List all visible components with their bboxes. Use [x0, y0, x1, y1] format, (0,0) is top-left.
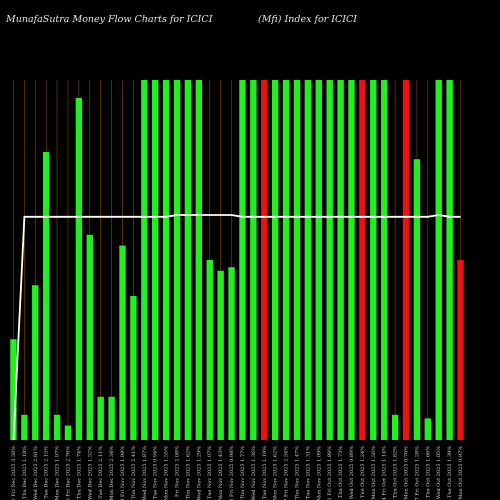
bar-up [435, 80, 442, 440]
x-tick-label: 03 Wed Dec 2025 1.52% [87, 446, 93, 500]
x-tick-label: 02 Tue Dec 2025 2.11% [98, 446, 104, 500]
bar-up [206, 260, 213, 440]
x-tick-label: 08 Mon Dec 2025 1.97% [55, 446, 61, 500]
x-tick-label: 03 Mon Nov 2025 1.09% [316, 446, 322, 500]
x-tick-label: 25 Tue Nov 2025 0.94% [153, 446, 159, 500]
x-tick-label: 10 Wed Dec 2025 2.81% [33, 446, 39, 500]
x-tick-label: 13 Thu Nov 2025 1.77% [240, 446, 246, 500]
x-tick-label: 14 Tue Oct 2025 1.39% [447, 446, 453, 500]
x-tick-label: 27 Thu Nov 2025 2.41% [131, 446, 137, 500]
x-tick-label: 24 Fri Oct 2025 1.14% [382, 446, 388, 500]
bar-up [53, 414, 61, 440]
x-tick-label: 14 Fri Nov 2025 0.98% [229, 446, 235, 500]
x-tick-label: 12 Wed Nov 2025 1.36% [251, 446, 257, 500]
bar-up [108, 396, 115, 440]
x-tick-label: 11 Thu Dec 2025 1.18% [22, 446, 28, 500]
x-tick-label: 15 Wed Oct 2025 1.05% [436, 446, 442, 500]
x-tick-label: 16 Thu Oct 2025 1.66% [425, 446, 431, 500]
bar-up [141, 80, 148, 440]
bar-up [315, 80, 322, 440]
x-tick-label: 26 Wed Nov 2025 1.87% [142, 446, 148, 500]
x-tick-label: 06 Thu Nov 2025 1.47% [294, 446, 300, 500]
x-tick-label: 20 Mon Oct 2025 0.76% [404, 446, 410, 500]
x-tick-label: 29 Wed Oct 2025 0.89% [349, 446, 355, 500]
bar-up [32, 285, 39, 440]
bar-up [239, 80, 246, 440]
bar-up [21, 414, 28, 440]
x-tick-label: 10 Mon Nov 2025 1.62% [273, 446, 279, 500]
x-tick-label: 19 Wed Nov 2025 1.29% [196, 446, 202, 500]
x-tick-label: 17 Fri Oct 2025 1.28% [414, 446, 420, 500]
bar-up [75, 98, 83, 440]
x-tick-label: 13 Mon Oct 2025 0.97% [458, 446, 464, 500]
bar-up [130, 296, 137, 440]
bar-up [86, 234, 93, 440]
x-tick-label: 28 Fri Nov 2025 1.98% [120, 446, 126, 500]
bar-down [359, 80, 366, 440]
bar-up [228, 267, 235, 440]
x-tick-label: 04 Tue Nov 2025 1.31% [305, 446, 311, 500]
bar-up [293, 80, 301, 440]
x-tick-label: 07 Fri Nov 2025 2.54% [284, 446, 290, 500]
bar-up [119, 245, 126, 440]
x-tick-label: 18 Tue Nov 2025 1.07% [207, 446, 213, 500]
chart-title: MunafaSutra Money Flow Charts for ICICI [5, 14, 213, 25]
bar-up [195, 80, 203, 440]
bar-series [10, 80, 464, 440]
x-tick-label: 01 Mon Dec 2025 2.34% [109, 446, 115, 500]
x-tick-label: 12 Fri Dec 2025 3.38% [11, 446, 17, 500]
mfi-line-series [12, 214, 461, 441]
bar-up [97, 396, 104, 440]
x-tick-label: 09 Tue Dec 2025 2.15% [44, 446, 50, 500]
bar-up [152, 80, 159, 440]
bar-up [217, 270, 224, 440]
x-tick-label: 05 Fri Dec 2025 2.76% [65, 446, 71, 500]
bar-up [370, 80, 377, 440]
mfi-line [12, 214, 461, 441]
x-tick-label: 31 Fri Oct 2025 1.88% [327, 446, 333, 500]
bar-up [304, 80, 312, 440]
bar-up [282, 80, 290, 440]
bar-up [424, 418, 432, 440]
bar-down [402, 80, 410, 440]
bar-up [10, 339, 17, 440]
x-tick-label: 04 Thu Dec 2025 1.74% [76, 446, 82, 500]
bar-down [261, 80, 268, 440]
x-tick-label: 24 Mon Nov 2025 1.55% [164, 446, 170, 500]
bar-up [250, 80, 257, 440]
x-tick-label: 30 Thu Oct 2025 1.73% [338, 446, 344, 500]
bar-up [64, 425, 72, 440]
bar-down [457, 260, 464, 440]
bar-up [381, 80, 388, 440]
x-tick-label: 11 Tue Nov 2025 1.19% [262, 446, 268, 500]
x-tick-label: 21 Fri Nov 2025 2.08% [175, 446, 181, 500]
bar-up [446, 80, 453, 440]
x-tick-label: 28 Tue Oct 2025 1.24% [360, 446, 366, 500]
x-tick-label: 20 Thu Nov 2025 1.62% [185, 446, 191, 500]
bar-up [162, 80, 170, 440]
bar-up [326, 80, 333, 440]
bar-up [42, 152, 50, 440]
x-tick-label: 27 Mon Oct 2025 1.56% [371, 446, 377, 500]
bar-up [413, 159, 421, 440]
x-tick-label: 17 Mon Nov 2025 1.43% [218, 446, 224, 500]
bar-up [173, 80, 181, 440]
x-tick-label: 23 Thu Oct 2025 1.82% [393, 446, 399, 500]
bar-up [391, 414, 399, 440]
bar-up [271, 80, 279, 440]
bar-up [184, 80, 192, 440]
bar-up [337, 80, 344, 440]
bar-up [348, 80, 355, 440]
x-tick-labels: 12 Fri Dec 2025 3.38% 11 Thu Dec 2025 1.1… [11, 446, 464, 500]
chart-subtitle: (Mfi) Index for ICICI [258, 14, 357, 25]
